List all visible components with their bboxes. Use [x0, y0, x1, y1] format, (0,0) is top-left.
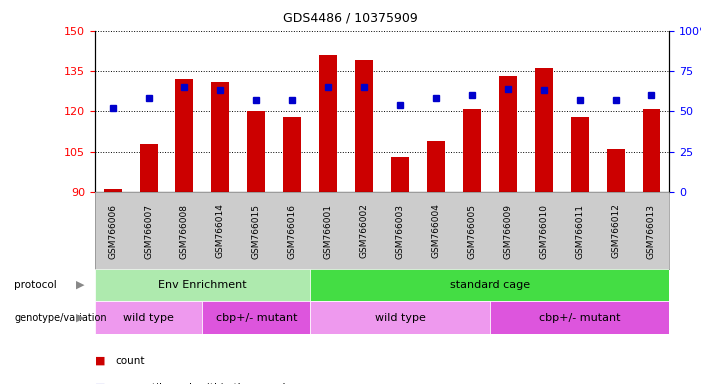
Bar [139, 144, 158, 192]
Bar [499, 76, 517, 192]
Bar [319, 55, 337, 192]
Text: GSM766006: GSM766006 [108, 204, 117, 258]
Text: percentile rank within the sample: percentile rank within the sample [116, 383, 292, 384]
Bar [606, 149, 625, 192]
Bar [104, 189, 121, 192]
Text: count: count [116, 356, 145, 366]
Text: ■: ■ [95, 383, 105, 384]
Text: protocol: protocol [14, 280, 57, 290]
Bar [247, 111, 265, 192]
Text: cbp+/- mutant: cbp+/- mutant [539, 313, 620, 323]
Bar [212, 82, 229, 192]
Bar [643, 109, 660, 192]
Text: GSM766004: GSM766004 [431, 204, 440, 258]
Bar [490, 301, 669, 334]
Bar [95, 269, 310, 301]
Bar [535, 68, 552, 192]
Text: ■: ■ [95, 356, 105, 366]
Text: genotype/variation: genotype/variation [14, 313, 107, 323]
Bar [310, 269, 669, 301]
Text: GSM766013: GSM766013 [647, 204, 656, 258]
Bar [571, 117, 589, 192]
Text: ▶: ▶ [76, 313, 85, 323]
Bar [95, 301, 203, 334]
Bar [355, 60, 373, 192]
Bar [175, 79, 193, 192]
Text: GSM766014: GSM766014 [216, 204, 225, 258]
Text: GSM766001: GSM766001 [324, 204, 333, 258]
Text: Env Enrichment: Env Enrichment [158, 280, 247, 290]
Bar [310, 301, 490, 334]
Text: GSM766009: GSM766009 [503, 204, 512, 258]
Text: wild type: wild type [374, 313, 426, 323]
Text: GSM766015: GSM766015 [252, 204, 261, 258]
Text: GSM766011: GSM766011 [575, 204, 584, 258]
Text: GSM766012: GSM766012 [611, 204, 620, 258]
Text: wild type: wild type [123, 313, 174, 323]
Text: ▶: ▶ [76, 280, 85, 290]
Text: GSM766010: GSM766010 [539, 204, 548, 258]
Bar [391, 157, 409, 192]
Text: GDS4486 / 10375909: GDS4486 / 10375909 [283, 12, 418, 25]
Bar [427, 141, 445, 192]
Text: GSM766008: GSM766008 [180, 204, 189, 258]
Bar [203, 301, 310, 334]
Text: GSM766003: GSM766003 [395, 204, 404, 258]
Text: GSM766005: GSM766005 [468, 204, 477, 258]
Bar [283, 117, 301, 192]
Bar [463, 109, 481, 192]
Text: GSM766016: GSM766016 [287, 204, 297, 258]
Text: standard cage: standard cage [450, 280, 530, 290]
Text: GSM766002: GSM766002 [360, 204, 369, 258]
Text: GSM766007: GSM766007 [144, 204, 153, 258]
Text: cbp+/- mutant: cbp+/- mutant [215, 313, 297, 323]
